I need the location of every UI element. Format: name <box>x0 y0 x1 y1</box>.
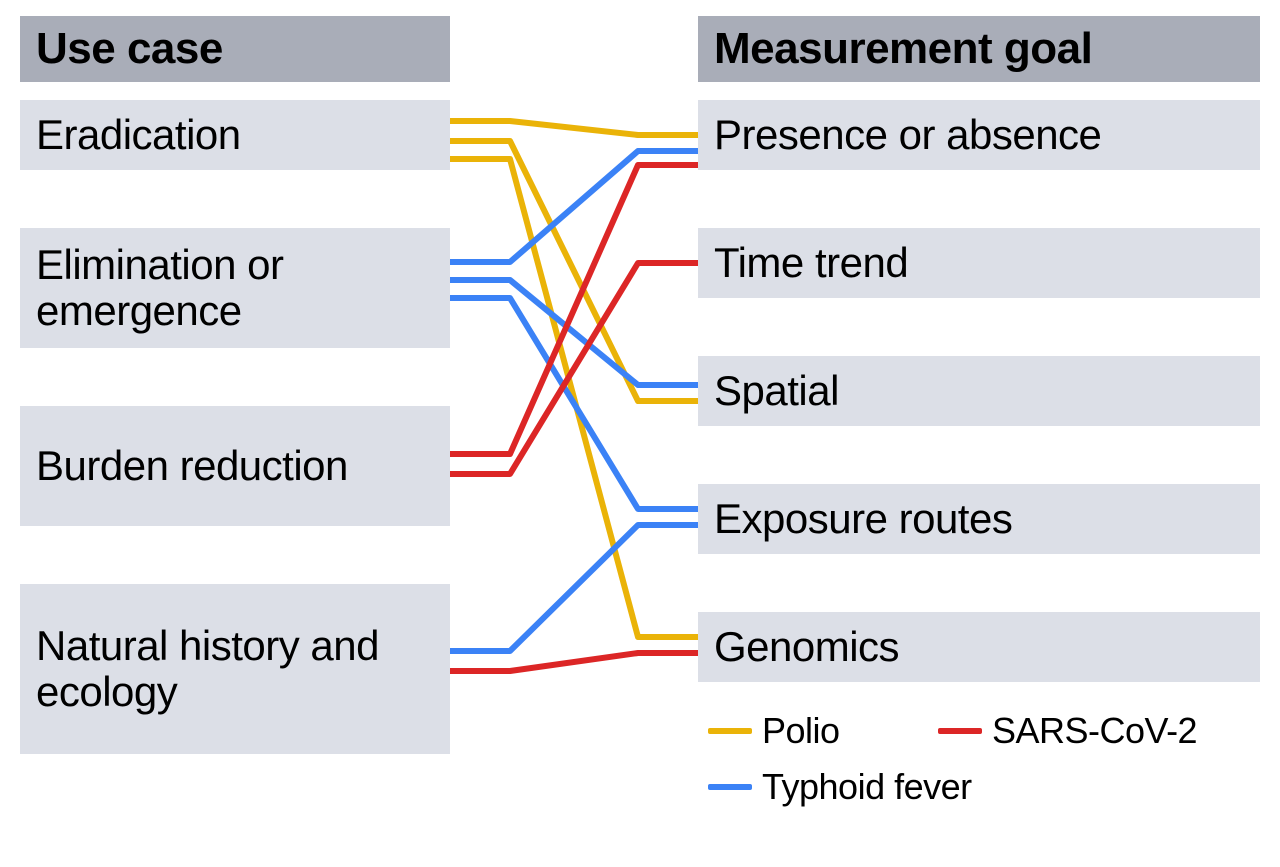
link-sars-3-4 <box>450 653 698 671</box>
legend-dash-icon <box>708 728 752 734</box>
left-item-1: Elimination or emergence <box>20 228 450 348</box>
legend-label: SARS-CoV-2 <box>992 710 1197 752</box>
link-polio-0-2 <box>450 141 698 401</box>
legend-item-polio: Polio <box>708 710 840 752</box>
right-column-header: Measurement goal <box>698 16 1260 82</box>
link-typhoid-1-3 <box>450 298 698 509</box>
left-item-2: Burden reduction <box>20 406 450 526</box>
left-item-3: Natural history and ecology <box>20 584 450 754</box>
left-item-0: Eradication <box>20 100 450 170</box>
link-typhoid-1-0 <box>450 151 698 262</box>
legend-item-typhoid: Typhoid fever <box>708 766 972 808</box>
right-item-1: Time trend <box>698 228 1260 298</box>
link-typhoid-1-2 <box>450 280 698 385</box>
link-polio-0-4 <box>450 159 698 637</box>
use-case-measurement-diagram: Use case Measurement goal Eradication Elimi… <box>0 0 1280 867</box>
legend-label: Polio <box>762 710 840 752</box>
right-item-2: Spatial <box>698 356 1260 426</box>
right-item-3: Exposure routes <box>698 484 1260 554</box>
right-item-0: Presence or absence <box>698 100 1260 170</box>
link-sars-2-1 <box>450 263 698 474</box>
legend-label: Typhoid fever <box>762 766 972 808</box>
right-item-4: Genomics <box>698 612 1260 682</box>
link-polio-0-0 <box>450 121 698 135</box>
link-typhoid-3-3 <box>450 525 698 651</box>
left-column-header: Use case <box>20 16 450 82</box>
legend-item-sars: SARS-CoV-2 <box>938 710 1197 752</box>
legend-dash-icon <box>708 784 752 790</box>
link-sars-2-0 <box>450 165 698 454</box>
legend-dash-icon <box>938 728 982 734</box>
